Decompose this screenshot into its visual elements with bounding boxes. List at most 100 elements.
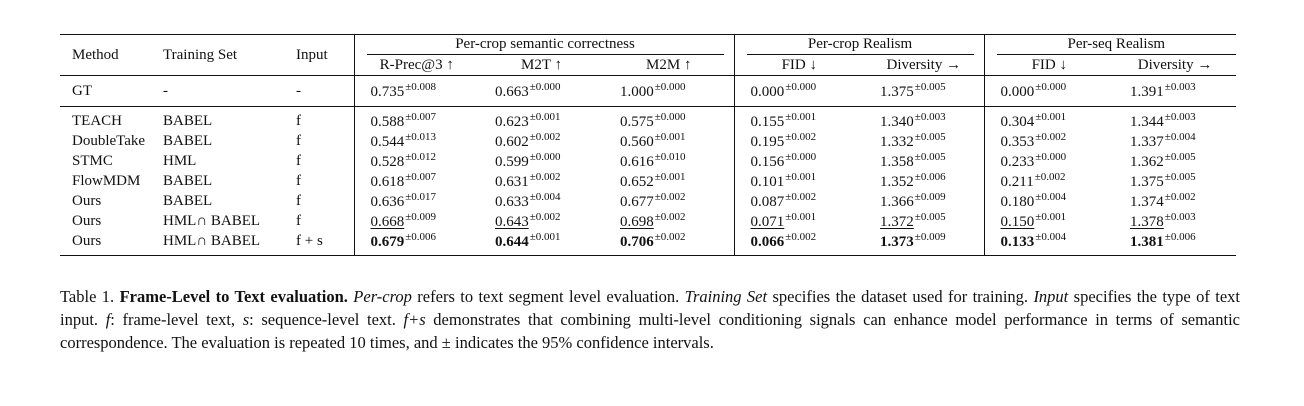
cell-value: 0.195±0.002	[733, 131, 865, 151]
cell-value: 0.156±0.000	[733, 151, 865, 171]
caption-label: Table 1.	[60, 287, 115, 306]
table-caption: Table 1. Frame-Level to Text evaluation.…	[60, 285, 1240, 354]
cell-value: 0.560±0.001	[604, 131, 734, 151]
confidence-interval: ±0.001	[785, 211, 817, 223]
value: 0.066	[750, 234, 785, 250]
confidence-interval: ±0.002	[654, 231, 686, 243]
confidence-interval: ±0.001	[654, 171, 686, 183]
value: 1.374	[1130, 194, 1164, 210]
header-metric-m2t: M2T ↑	[521, 56, 562, 73]
value: 0.156	[750, 154, 785, 170]
value: 0.560	[620, 134, 654, 150]
cell-value: 0.706±0.002	[604, 231, 735, 256]
cell-value: 1.000±0.000	[604, 75, 735, 107]
value: 0.618	[370, 174, 405, 190]
confidence-interval: ±0.004	[1035, 231, 1067, 243]
value: 0.652	[620, 174, 654, 190]
value: 0.528	[370, 154, 405, 170]
table-row: Ours BABEL f 0.636±0.017 0.633±0.004 0.677±0.…	[60, 191, 1236, 211]
cell-value: 1.358±0.005	[864, 151, 984, 171]
header-input: Input	[296, 34, 354, 76]
caption-text: demonstrates that combining multi-level …	[60, 310, 1241, 352]
header-metric-crop-fid: FID ↓	[733, 55, 865, 76]
cell-input: f	[296, 152, 301, 169]
confidence-interval: ±0.001	[654, 131, 686, 143]
cell-training-set: HML	[163, 152, 197, 169]
value: 0.636	[370, 194, 405, 210]
value: 0.353	[1000, 134, 1035, 150]
confidence-interval: ±0.000	[785, 81, 817, 93]
cell-value: 0.211±0.002	[983, 171, 1115, 191]
cell-value: 1.378±0.003	[1114, 211, 1236, 231]
cell-method: TEACH	[60, 106, 163, 131]
value: 1.375	[880, 84, 914, 100]
caption-text: specifies the type of text input.	[60, 287, 1241, 329]
cell-method: Ours	[72, 192, 102, 209]
cell-input: f	[296, 212, 301, 229]
cell-value: 0.588±0.007	[353, 106, 479, 131]
cell-value: 0.544±0.013	[353, 131, 479, 151]
caption-text: s	[242, 310, 250, 329]
cell-value: 1.337±0.004	[1114, 131, 1236, 151]
cell-value: 1.344±0.003	[1114, 106, 1237, 131]
value: 1.373	[880, 234, 914, 250]
cell-value: 0.698±0.002	[604, 211, 734, 231]
table-row: Ours HML∩ BABEL f 0.668±0.009 0.643±0.002 0.6…	[60, 211, 1236, 231]
caption-text: Per-crop	[353, 287, 412, 306]
cell-value: 0.133±0.004	[983, 231, 1115, 256]
value: 1.358	[880, 154, 914, 170]
confidence-interval: ±0.005	[1164, 151, 1196, 163]
confidence-interval: ±0.000	[1035, 151, 1067, 163]
cell-input: f	[296, 132, 301, 149]
confidence-interval: ±0.007	[405, 111, 437, 123]
caption-text: : frame-level text,	[110, 310, 243, 329]
confidence-interval: ±0.007	[405, 171, 437, 183]
value: 0.616	[620, 154, 654, 170]
confidence-interval: ±0.002	[1034, 171, 1066, 183]
cell-value: 0.101±0.001	[733, 171, 865, 191]
value: 0.000	[1000, 84, 1035, 100]
value: 0.644	[495, 234, 529, 250]
cell-training-set: HML∩ BABEL	[163, 231, 296, 256]
cell-value: 0.618±0.007	[353, 171, 479, 191]
cell-value: 0.631±0.002	[479, 171, 604, 191]
value: 0.623	[495, 114, 529, 130]
value: 1.391	[1130, 84, 1164, 100]
header-metric-m2m: M2M ↑	[646, 56, 692, 73]
confidence-interval: ±0.002	[654, 211, 686, 223]
value: 0.599	[495, 154, 529, 170]
confidence-interval: ±0.009	[405, 211, 437, 223]
table-row: TEACH BABEL f 0.588±0.007 0.623±0.001 0.575±0…	[60, 106, 1237, 131]
confidence-interval: ±0.000	[529, 81, 561, 93]
cell-value: 0.575±0.000	[604, 106, 735, 131]
confidence-interval: ±0.006	[914, 171, 946, 183]
cell-method: GT	[60, 75, 163, 107]
confidence-interval: ±0.002	[1035, 131, 1067, 143]
cell-value: 0.087±0.002	[733, 191, 865, 211]
header-group-crop-realism: Per-crop Realism	[746, 36, 974, 55]
cell-training-set: BABEL	[163, 106, 296, 131]
cell-value: 0.180±0.004	[983, 191, 1115, 211]
header-metric-seq-diversity: Diversity →	[1137, 56, 1213, 73]
confidence-interval: ±0.006	[1164, 231, 1196, 243]
value: 1.372	[880, 214, 914, 230]
value: 0.000	[750, 84, 785, 100]
cell-value: 0.233±0.000	[983, 151, 1115, 171]
confidence-interval: ±0.000	[1035, 81, 1067, 93]
cell-value: 0.155±0.001	[733, 106, 865, 131]
value: 0.677	[620, 194, 654, 210]
value: 1.332	[880, 134, 914, 150]
value: 0.679	[370, 234, 405, 250]
value: 1.378	[1130, 214, 1164, 230]
cell-method: Ours	[60, 231, 163, 256]
cell-training-set: BABEL	[163, 172, 213, 189]
cell-method: FlowMDM	[72, 172, 141, 189]
confidence-interval: ±0.010	[654, 151, 686, 163]
cell-value: 0.677±0.002	[604, 191, 734, 211]
caption-text: f+s	[403, 310, 426, 329]
cell-value: 0.644±0.001	[479, 231, 604, 256]
confidence-interval: ±0.001	[529, 111, 561, 123]
cell-value: 0.735±0.008	[353, 75, 479, 107]
cell-value: 0.602±0.002	[479, 131, 604, 151]
confidence-interval: ±0.000	[785, 151, 817, 163]
